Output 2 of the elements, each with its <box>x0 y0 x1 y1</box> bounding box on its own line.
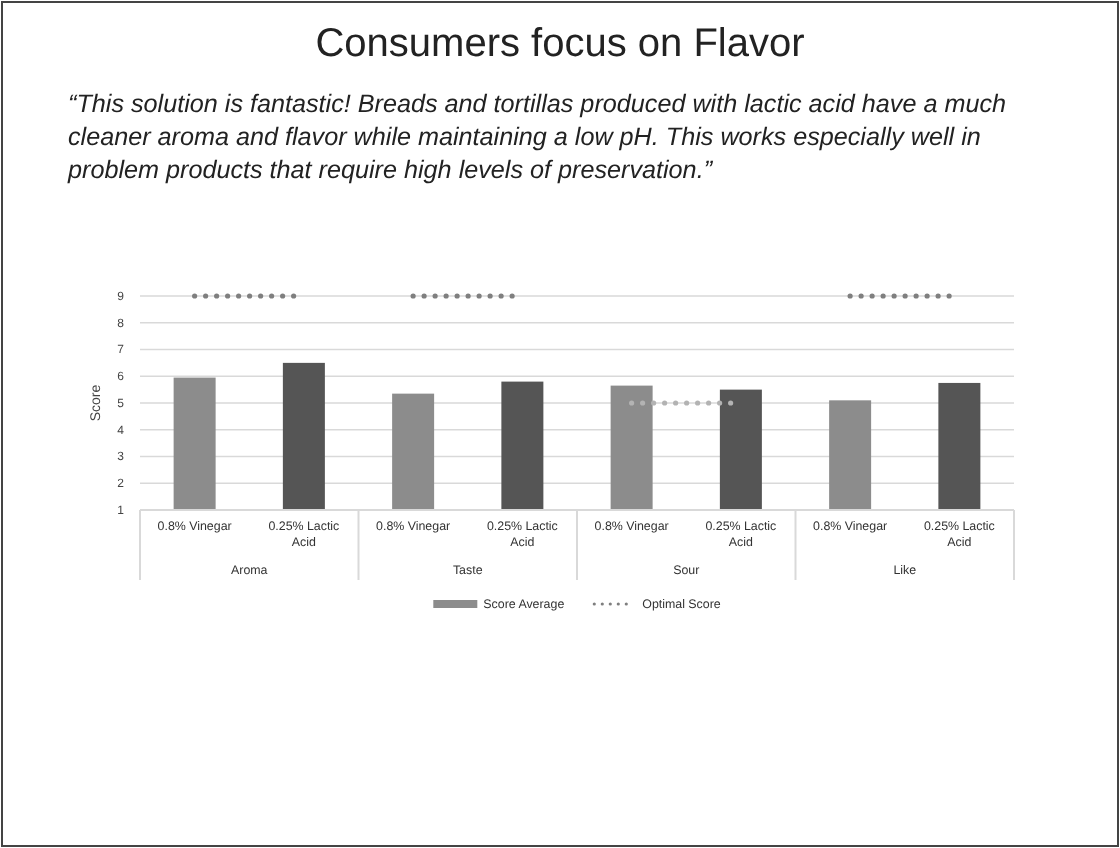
chart-subtitle: “This solution is fantastic! Breads and tortillas produced with lactic acid have a much cleaner aroma and flavor while maintaining a low pH. This works especially well in problem products that require high levels of preservation.” <box>66 90 1006 184</box>
chart-title: Consumers focus on Flavor <box>315 22 806 66</box>
